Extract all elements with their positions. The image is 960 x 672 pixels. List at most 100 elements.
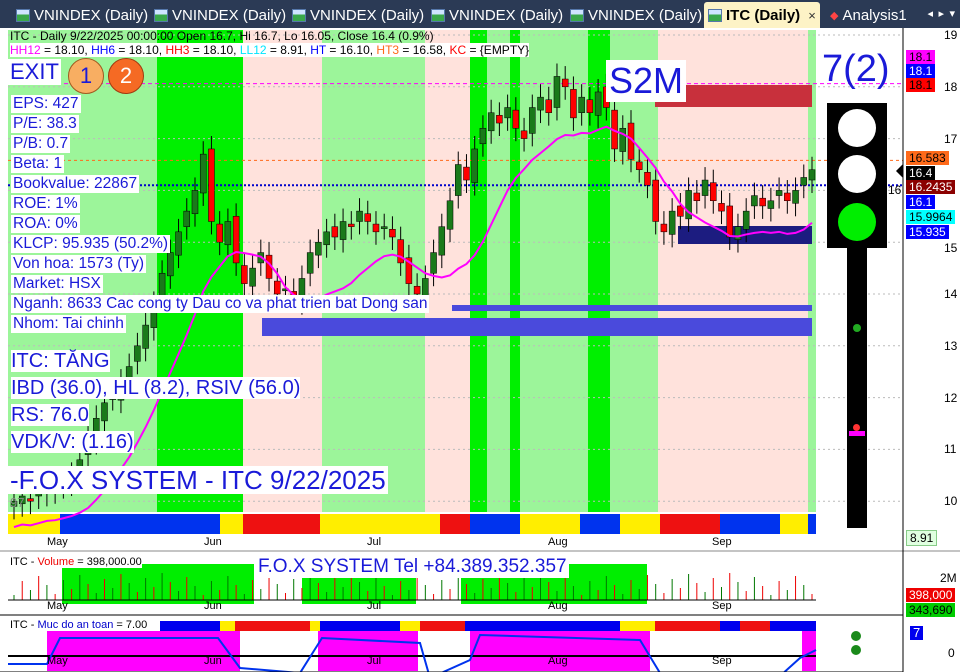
light-top (838, 109, 876, 147)
fundamental-item: Market: HSX (11, 275, 103, 293)
month-label: Jul (367, 600, 382, 612)
candle-body (784, 192, 791, 202)
price-tick-label: 16 (888, 183, 902, 198)
candle-body (668, 210, 676, 235)
candle-body (570, 89, 577, 119)
signal-badge-2: 2 (108, 58, 144, 94)
traffic-light (827, 103, 887, 248)
indicator-value: = 16.58, (399, 43, 450, 57)
candle-body (529, 107, 536, 134)
support-zone (262, 318, 812, 336)
tab-analysis1[interactable]: ◆ Analysis1 (826, 2, 911, 28)
light-middle (838, 155, 876, 193)
summary-item: VDK/V: (1.16) (11, 431, 134, 453)
candle-body (315, 241, 322, 256)
indicator-value: = {EMPTY} (466, 43, 530, 57)
candle-body (561, 78, 569, 88)
candle-body (463, 166, 470, 181)
indicator-value: = 16.10, (326, 43, 377, 57)
price-tag: 16.1 (906, 195, 936, 209)
chart-icon (292, 8, 306, 22)
candle-body (792, 190, 799, 204)
candle-body (775, 190, 783, 196)
signal-strip-segment (520, 514, 580, 534)
safety-strip-segment (770, 621, 816, 631)
safety-strip-segment (655, 621, 720, 631)
month-label: Sep (712, 600, 732, 612)
tab-vnindex-4[interactable]: VNINDEX (Daily) (427, 2, 567, 28)
month-label: May (47, 600, 68, 612)
candle-body (199, 153, 207, 194)
candle-body (331, 226, 339, 238)
signal-strip-segment (90, 514, 220, 534)
summary-item: RS: 76.0 (11, 404, 89, 426)
candle-body (232, 216, 240, 264)
chart-canvas[interactable] (0, 28, 960, 672)
fundamentals-panel: EPS: 427 P/E: 38.3 P/B: 0.7 Beta: 1 Bookvalu… (11, 95, 430, 335)
background-band (610, 30, 658, 512)
signal-strip-segment (808, 514, 816, 534)
price-tag: 15.935 (906, 225, 949, 239)
month-label: Aug (548, 536, 568, 548)
price-tick-label: 13 (944, 338, 958, 353)
summary-panel: ITC: TĂNG IBD (36.0), HL (8.2), RSIV (56.… (11, 350, 301, 458)
candle-body (767, 200, 775, 209)
tab-label: VNINDEX (Daily) (588, 6, 703, 24)
signal-strip-segment (470, 514, 520, 534)
chart-window[interactable]: ITC - Daily 9/22/2025 00:00:00 Open 16.7… (0, 28, 960, 672)
candle-body (101, 402, 108, 422)
tab-label: VNINDEX (Daily) (310, 6, 425, 24)
safety-strip-segment (465, 621, 620, 631)
fundamental-item: Nganh: 8633 Cac cong ty Dau co va phat t… (11, 295, 430, 313)
s2m-label: S2M (606, 60, 687, 102)
tab-itc[interactable]: ITC (Daily) × (704, 2, 820, 28)
safety-value-tag: 7 (910, 626, 924, 640)
indicator-name: LL12 (239, 43, 267, 57)
indicator-value: = 18.10, (189, 43, 240, 57)
volume-current-tag: 398,000 (906, 588, 956, 602)
safety-strip-segment (235, 621, 310, 631)
candle-body (134, 345, 141, 362)
tab-scroll-arrows[interactable]: ◂ ▸ ▾ (927, 7, 956, 20)
chart-header-line2: HH12 = 18.10, HH6 = 18.10, HH3 = 18.10, … (10, 43, 530, 57)
price-tag: 16.4 (906, 166, 936, 180)
candle-body (578, 96, 585, 113)
candle-body (142, 324, 149, 349)
candle-body (372, 223, 380, 233)
tab-vnindex-3[interactable]: VNINDEX (Daily) (288, 2, 428, 28)
month-label: Jun (204, 600, 222, 612)
analysis-icon: ◆ (830, 9, 839, 22)
fundamental-item: ROA: 0% (11, 215, 80, 233)
price-tick-label: 18 (944, 79, 958, 94)
fundamental-item: Beta: 1 (11, 155, 65, 173)
safety-strip-segment (740, 621, 770, 631)
volume-axis-label: 2M (940, 571, 957, 585)
candle-body (479, 127, 487, 145)
tab-label: VNINDEX (Daily) (172, 6, 287, 24)
summary-item: IBD (36.0), HL (8.2), RSIV (56.0) (11, 377, 301, 399)
candle-body (224, 221, 232, 246)
safety-strip-segment (310, 621, 320, 631)
safety-title-name: Muc do an toan (37, 619, 114, 631)
month-label: Jun (204, 655, 222, 667)
candle-body (496, 115, 503, 124)
month-label: Aug (548, 600, 568, 612)
fundamental-item: KLCP: 95.935 (50.2%) (11, 235, 171, 253)
background-band (487, 30, 510, 512)
candle-body (339, 221, 347, 240)
tab-vnindex-2[interactable]: VNINDEX (Daily) (150, 2, 290, 28)
traffic-light-pole (847, 248, 867, 528)
close-tab-icon[interactable]: × (808, 7, 816, 23)
tab-vnindex-5[interactable]: VNINDEX (Daily) (566, 2, 706, 28)
price-tick-label: 11 (944, 442, 957, 457)
candle-body (520, 130, 528, 139)
fundamental-item: ROE: 1% (11, 195, 80, 213)
tab-vnindex-1[interactable]: VNINDEX (Daily) (12, 2, 152, 28)
signal-strip-segment (780, 514, 808, 534)
month-label: Sep (712, 536, 732, 548)
candle-body (438, 226, 446, 256)
candle-body (660, 223, 668, 233)
chart-icon (570, 8, 584, 22)
safety-line (8, 633, 817, 672)
candle-body (553, 76, 561, 108)
